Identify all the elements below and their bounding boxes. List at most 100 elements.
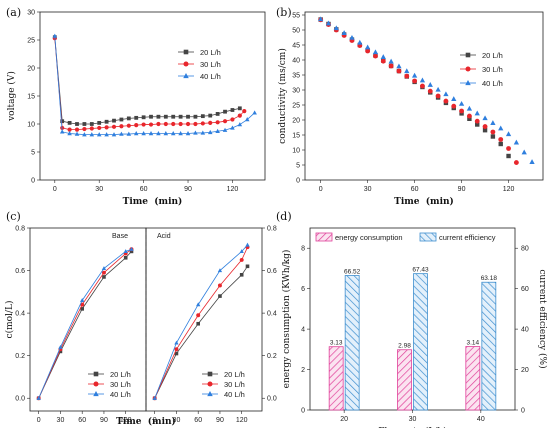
data-point — [196, 302, 201, 307]
series-line — [154, 246, 248, 399]
x-tick-label: 120 — [120, 417, 132, 424]
data-point — [230, 108, 235, 112]
data-point — [171, 121, 176, 127]
data-point — [67, 131, 72, 136]
data-point — [217, 283, 222, 288]
legend-label: 20 L/h — [110, 370, 131, 379]
y-tick-label: 15 — [27, 94, 35, 101]
data-point — [222, 119, 228, 124]
data-point — [333, 25, 339, 31]
data-point — [196, 313, 201, 318]
data-point — [435, 86, 441, 92]
x-tick-label: 30 — [409, 416, 417, 423]
y-tick-label: 0.6 — [15, 268, 25, 275]
y-tick-label: 40 — [292, 58, 300, 65]
data-point — [89, 132, 95, 137]
legend-label: energy consumption — [335, 233, 403, 242]
data-point — [365, 48, 371, 54]
x-tick-label: 90 — [184, 186, 192, 193]
data-point — [482, 124, 488, 130]
data-point — [36, 395, 41, 400]
data-point — [490, 134, 496, 139]
data-point — [252, 110, 257, 115]
y-tick-label: 45 — [292, 43, 300, 50]
y-tick-label: 0.0 — [15, 396, 25, 403]
bar-energy — [465, 346, 481, 411]
data-point — [119, 117, 124, 122]
series-line — [54, 36, 255, 136]
data-point — [74, 131, 80, 136]
legend-label: 30 L/h — [110, 380, 131, 389]
data-point — [119, 124, 124, 129]
bar-energy-label: 3.13 — [330, 340, 343, 347]
y-tick-label: 4 — [301, 327, 305, 334]
data-point — [82, 132, 87, 137]
data-point — [141, 115, 146, 120]
x-tick-label: 30 — [173, 417, 181, 424]
y-axis-title: c(mol/L) — [4, 301, 15, 339]
data-point — [458, 100, 465, 106]
x-tick-label: 40 — [477, 416, 485, 423]
bar-current — [344, 275, 360, 411]
data-point — [373, 53, 378, 59]
data-point — [134, 123, 139, 128]
y-tick-label: 55 — [292, 13, 300, 20]
data-point — [134, 115, 139, 120]
data-point — [185, 121, 191, 127]
y-tick-label: 0 — [301, 408, 305, 415]
plot-frame — [39, 11, 266, 181]
x-axis-title: Flow rate (L/h) — [378, 426, 446, 428]
x-axis-title: Time (min) — [116, 416, 176, 427]
y-tick-right-label: 40 — [521, 327, 529, 334]
y-tick-label: 0.8 — [15, 226, 25, 233]
legend-label: 20 L/h — [482, 51, 503, 60]
chart-a-voltage: 0 30 60 90 120 0 5 10 15 20 25 30 20 L/h 30 L/h 40 L/h… — [6, 10, 266, 207]
data-point — [404, 68, 410, 74]
y-axis-title: voltage (V) — [6, 71, 17, 122]
y-tick-label: 30 — [27, 10, 35, 17]
data-point — [80, 298, 85, 302]
bar-current — [413, 273, 428, 411]
legend-label: 40 L/h — [110, 390, 131, 399]
data-point — [89, 126, 94, 131]
x-tick-label: 30 — [57, 417, 65, 424]
data-point — [97, 120, 102, 125]
legend-marker — [207, 371, 213, 377]
x-tick-label: 120 — [236, 417, 248, 424]
y-tick-label: 2 — [301, 367, 305, 374]
data-point — [156, 131, 161, 136]
data-point — [474, 110, 480, 116]
data-point — [133, 131, 139, 136]
chart-b-conductivity: 0 30 60 90 120 0 5 10 15 20 25 30 35 40 45 50 55 20 L/h 30… — [277, 11, 544, 207]
legend-label: 30 L/h — [482, 65, 503, 74]
data-point — [513, 139, 520, 145]
data-point — [245, 242, 250, 247]
data-point — [208, 120, 213, 125]
chart-c-concentration: 0 30 60 90 120 0.0 0.2 0.4 0.6 0.8 0 30 60 90 120 0.0 0.… — [4, 226, 277, 428]
data-point — [104, 132, 109, 137]
data-point — [174, 347, 179, 352]
y-tick-label: 20 — [27, 66, 35, 73]
x-tick-label: 60 — [411, 186, 419, 193]
data-point — [97, 125, 102, 131]
data-point — [80, 307, 84, 311]
data-point — [75, 122, 79, 126]
data-point — [185, 131, 191, 136]
data-point — [200, 130, 206, 135]
data-point — [96, 132, 102, 137]
legend-marker — [465, 80, 471, 86]
legend-label: 40 L/h — [482, 79, 503, 88]
x-tick-label: 90 — [100, 417, 108, 424]
data-point — [126, 131, 132, 136]
data-point — [126, 116, 131, 121]
y-tick-label: 10 — [292, 148, 300, 155]
data-point — [52, 33, 58, 38]
data-point — [490, 120, 496, 125]
legend-label: 40 L/h — [224, 390, 245, 399]
legend-swatch-current — [419, 232, 437, 242]
y-tick-label: 5 — [31, 150, 35, 157]
data-point — [237, 122, 243, 127]
data-point — [230, 125, 235, 130]
y-tick-right-label: 0.8 — [267, 226, 277, 233]
data-point — [237, 113, 242, 118]
